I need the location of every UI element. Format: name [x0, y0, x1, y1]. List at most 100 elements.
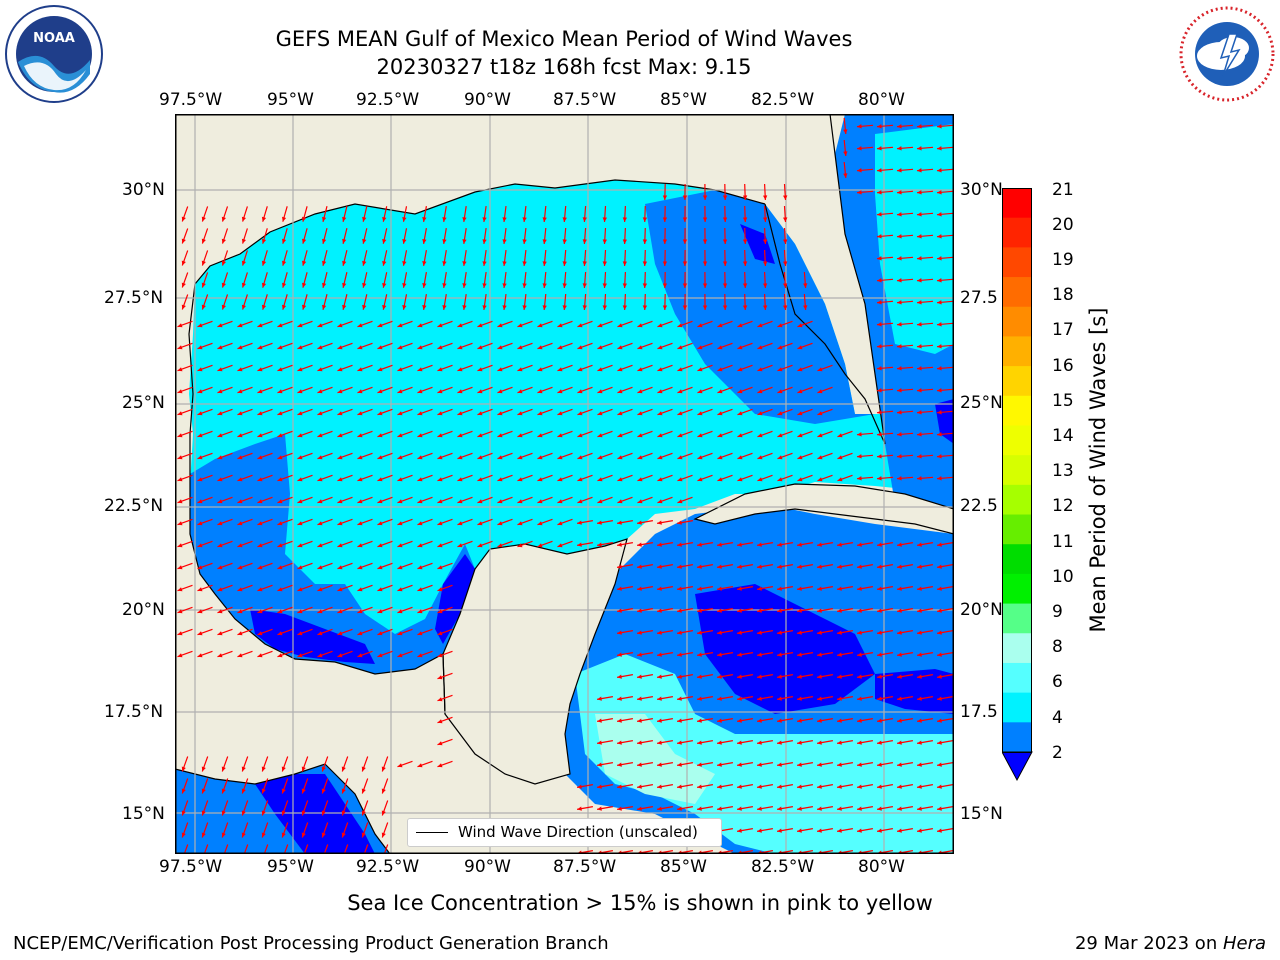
wave-vector-head — [677, 542, 682, 547]
wave-vector-head — [377, 631, 383, 636]
wave-vector-head — [241, 304, 246, 310]
wave-vector-head — [877, 212, 882, 217]
wave-vector-head — [402, 261, 407, 266]
noaa-logo: NOAA — [4, 4, 104, 104]
wave-vector-head — [261, 766, 266, 772]
wave-vector-head — [417, 323, 423, 328]
wave-vector-head — [282, 304, 287, 310]
wave-vector-head — [837, 806, 842, 811]
wave-vector-head — [757, 433, 763, 438]
wave-vector-head — [797, 652, 802, 657]
wave-vector-head — [897, 366, 902, 371]
wave-vector-head — [817, 718, 822, 723]
wave-vector-head — [337, 565, 343, 570]
wave-vector-head — [197, 631, 203, 636]
wave-vector-head — [337, 367, 343, 372]
wave-vector-head — [897, 828, 902, 833]
wave-vector-head — [917, 674, 922, 679]
wave-vector-head — [877, 278, 882, 283]
florida-coast — [764, 114, 886, 445]
wave-vector-head — [397, 477, 403, 482]
wave-vector-head — [277, 609, 283, 614]
atlantic-cyan — [875, 124, 954, 354]
wave-vector-head — [577, 455, 583, 460]
footer-timestamp: 29 Mar 2023 on Hera — [1075, 933, 1266, 954]
wave-vector-head — [422, 217, 427, 222]
wave-vector-head — [382, 239, 387, 244]
colorbar-outline — [1002, 188, 1032, 753]
wave-vector-head — [637, 806, 642, 811]
wave-vector-head — [197, 345, 203, 350]
wave-vector-head — [617, 740, 622, 745]
wave-vector-head — [457, 345, 463, 350]
wave-vector-head — [657, 499, 663, 504]
wave-vector-head — [697, 564, 702, 569]
wave-vector-head — [417, 543, 423, 548]
wave-vector-head — [281, 766, 286, 772]
wave-vector-head — [402, 217, 407, 222]
lat-tick-right: 30°N — [960, 180, 1003, 200]
wave-vector-head — [602, 283, 607, 288]
wave-vector-head — [737, 455, 743, 460]
wave-vector-head — [917, 410, 922, 415]
wave-vector-head — [937, 322, 942, 327]
wave-vector-head — [497, 411, 503, 416]
wave-vector-head — [877, 168, 882, 173]
wave-vector-head — [297, 609, 303, 614]
wave-vector-head — [837, 696, 842, 701]
wave-vector-head — [217, 389, 223, 394]
wave-vector-head — [777, 718, 782, 723]
western-coast — [188, 283, 446, 715]
wave-vector-head — [622, 239, 627, 244]
wave-vector-head — [642, 239, 648, 244]
wave-vector-head — [737, 740, 742, 745]
wave-vector-head — [201, 832, 206, 838]
wave-vector-head — [317, 653, 323, 658]
wave-vector-head — [177, 653, 183, 658]
wave-vector-head — [637, 784, 642, 789]
wave-vector-head — [197, 411, 203, 416]
wave-vector-head — [397, 587, 403, 592]
wave-vector-head — [221, 238, 226, 244]
wave-vector-head — [837, 608, 842, 613]
wave-vector-head — [737, 433, 743, 438]
wave-vector-head — [697, 367, 703, 372]
wave-vector-head — [937, 806, 942, 811]
wave-vector-head — [742, 195, 748, 200]
wave-vector-head — [797, 367, 803, 372]
lon-tick-top: 92.5°W — [356, 90, 420, 110]
wave-vector-head — [757, 718, 762, 723]
wave-vector-head — [517, 543, 523, 548]
eastern-gulf-band — [645, 190, 875, 424]
wave-vector-head — [442, 305, 447, 310]
wave-vector-head — [317, 543, 323, 548]
wave-vector-head — [757, 477, 763, 482]
wave-vector-head — [837, 674, 842, 679]
wave-vector-head — [722, 283, 728, 288]
wave-vector-head — [737, 652, 742, 657]
lon-tick-bottom: 97.5°W — [159, 857, 223, 877]
wave-vector-head — [757, 367, 763, 372]
wave-vector-head — [702, 261, 708, 266]
wave-vector-head — [757, 455, 763, 460]
wave-vector-head — [682, 283, 688, 288]
wave-vector-head — [937, 190, 942, 195]
wave-vector-head — [917, 366, 922, 371]
wave-vector-head — [617, 630, 622, 635]
wave-vector-head — [677, 564, 682, 569]
wave-vector-head — [181, 238, 186, 244]
wave-vector-head — [217, 565, 223, 570]
wave-vector-head — [282, 282, 287, 288]
wave-vector-head — [237, 477, 243, 482]
wave-vector-head — [617, 411, 623, 416]
wave-vector-head — [697, 674, 702, 679]
wave-vector-head — [261, 832, 266, 838]
wave-vector-head — [722, 239, 728, 244]
wave-vector-head — [437, 521, 443, 526]
wave-vector-head — [542, 283, 547, 288]
wave-vector-head — [517, 477, 523, 482]
wave-vector-head — [622, 217, 627, 222]
wave-vector-head — [877, 476, 882, 481]
wave-vector-head — [257, 455, 263, 460]
wave-vector-head — [937, 146, 942, 151]
